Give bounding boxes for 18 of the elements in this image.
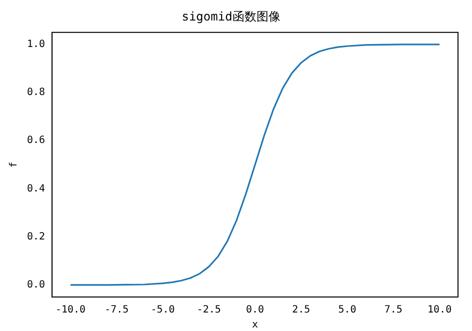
x-axis-title: x [252,320,258,331]
y-axis-title: f [8,162,20,168]
x-tick-label: -5.0 [150,304,175,316]
x-tick-label: 0.0 [246,304,264,316]
y-tick-label: 0.6 [27,135,46,146]
y-tick-label: 0.0 [27,280,46,291]
y-tick-label: 0.4 [27,183,46,194]
x-tick-label: -10.0 [55,304,86,316]
y-tick-label: 0.8 [27,87,46,98]
y-tick-label: 0.2 [27,231,46,242]
x-tick-label: 10.0 [428,304,452,316]
y-tick-label: 1.0 [27,39,46,50]
chart-title: sigomid函数图像 [182,9,280,24]
x-tick-label: 5.0 [338,304,356,316]
x-tick-label: -7.5 [104,304,129,316]
x-tick-label: 2.5 [292,304,310,316]
x-tick-label: -2.5 [196,304,221,316]
x-tick-label: 7.5 [384,304,402,316]
